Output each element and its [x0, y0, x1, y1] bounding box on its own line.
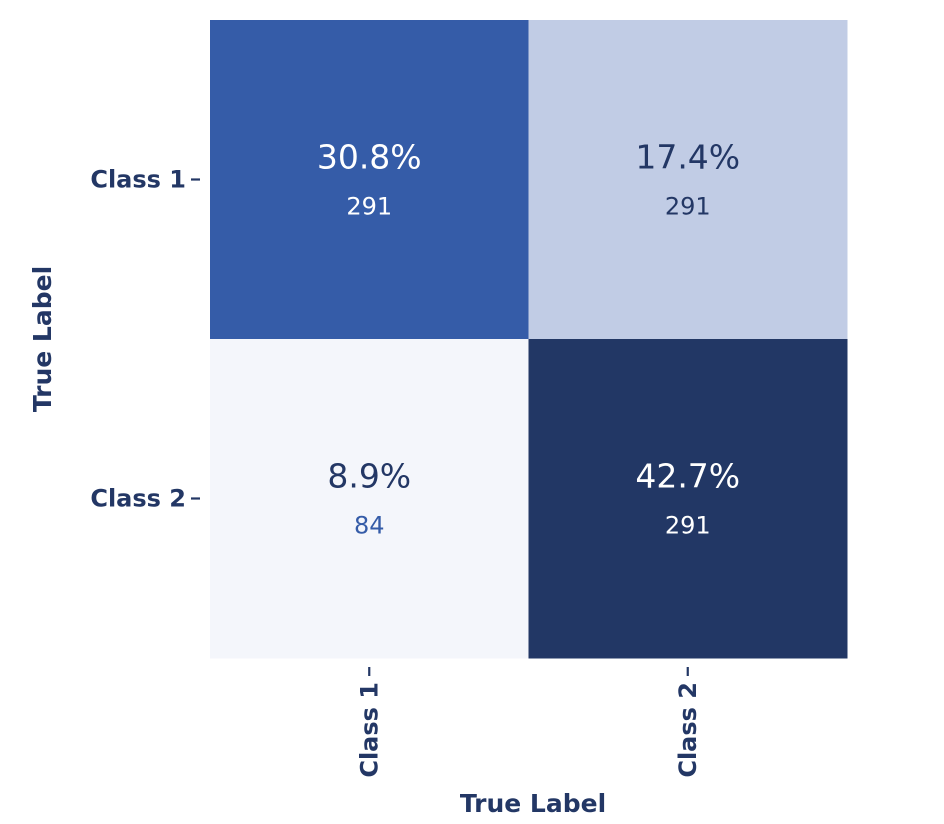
cell-count-label: 84 — [354, 512, 385, 540]
x-tick-label: Class 2 — [674, 682, 702, 778]
heatmap-cell-r2-c1 — [210, 339, 529, 659]
cell-count-label: 291 — [346, 193, 392, 221]
heatmap-cell-r1-c2 — [528, 20, 848, 340]
heatmap-cell-r2-c2 — [528, 339, 848, 659]
cell-percent-label: 17.4% — [635, 138, 740, 177]
cell-count-label: 291 — [665, 512, 711, 540]
x-tick-label: Class 1 — [355, 682, 383, 778]
cell-percent-label: 30.8% — [317, 138, 422, 177]
x-axis-label: True Label — [460, 789, 606, 818]
cell-percent-label: 8.9% — [327, 457, 411, 496]
cell-percent-label: 42.7% — [635, 457, 740, 496]
y-tick-label: Class 2 — [90, 485, 186, 513]
y-tick-label: Class 1 — [90, 166, 186, 194]
heatmap-cell-r1-c1 — [210, 20, 529, 340]
y-axis-label: True Label — [28, 266, 57, 412]
cell-count-label: 291 — [665, 193, 711, 221]
ticks-layer: Class 1 Class 2 Class 1 Class 2 — [90, 166, 701, 778]
cells-layer: 30.8% 291 17.4% 291 8.9% 84 42.7% 291 — [210, 20, 848, 659]
